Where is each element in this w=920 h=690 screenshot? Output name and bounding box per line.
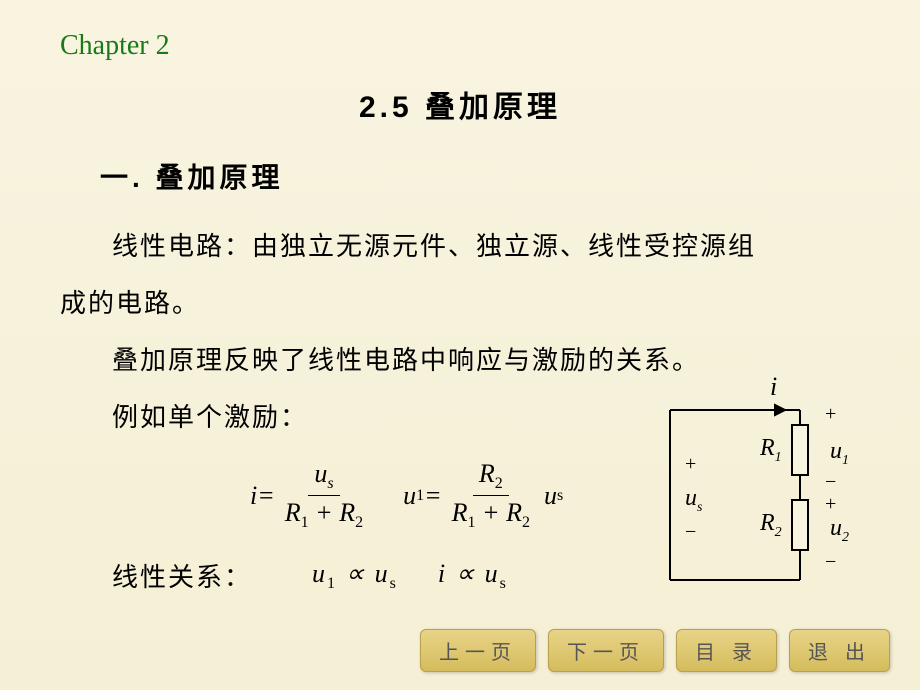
sub-2c: 2 — [522, 514, 530, 531]
rel-us: u — [375, 559, 390, 588]
circuit-diagram: i R1 R2 + u1 − + u2 − + us − — [650, 370, 870, 600]
var-r2b: R — [479, 459, 495, 488]
nav-bar: 上一页 下一页 目 录 退 出 — [420, 629, 890, 672]
svg-text:−: − — [825, 471, 836, 493]
sub-1b: 1 — [416, 487, 424, 505]
prop-1: ∝ — [337, 559, 375, 588]
svg-text:+: + — [825, 403, 836, 425]
svg-text:R1: R1 — [759, 435, 782, 465]
sub-1: 1 — [301, 514, 309, 531]
next-button[interactable]: 下一页 — [548, 629, 664, 672]
svg-text:−: − — [685, 521, 696, 543]
exit-button[interactable]: 退 出 — [789, 629, 890, 672]
equals-2: = — [424, 481, 442, 511]
var-r1b: R — [452, 498, 468, 527]
rel-sub1: 1 — [327, 575, 337, 592]
sub-s: s — [327, 475, 333, 492]
var-u1: u — [403, 481, 416, 511]
relation-formula-2: i ∝ us — [438, 559, 508, 593]
equals: = — [257, 481, 275, 511]
svg-text:u1: u1 — [830, 438, 849, 468]
var-r1: R — [285, 498, 301, 527]
var-i: i — [250, 481, 257, 511]
sub-2: 2 — [355, 514, 363, 531]
prev-button[interactable]: 上一页 — [420, 629, 536, 672]
svg-text:+: + — [825, 493, 836, 515]
svg-text:−: − — [825, 551, 836, 573]
relation-formula-1: u1 ∝ us — [312, 559, 398, 593]
sub-sb: s — [557, 487, 563, 505]
svg-text:u2: u2 — [830, 515, 849, 545]
relation-label: 线性关系： — [112, 557, 252, 594]
sub-1c: 1 — [468, 514, 476, 531]
var-r2c: R — [506, 498, 522, 527]
rel-u1: u — [312, 559, 327, 588]
svg-text:us: us — [685, 485, 703, 515]
chapter-label: Chapter 2 — [60, 30, 860, 62]
formula-u1: u1 = R2 R1 + R2 us — [403, 459, 563, 532]
circuit-i-label: i — [770, 372, 777, 401]
plus: + — [309, 498, 340, 527]
var-usb: u — [544, 481, 557, 511]
prop-2: ∝ — [447, 559, 485, 588]
var-u: u — [314, 459, 327, 488]
rel-us2: u — [485, 559, 500, 588]
sub-2b: 2 — [495, 475, 503, 492]
rel-subs2: s — [500, 575, 508, 592]
section-title: 2.5 叠加原理 — [60, 82, 860, 126]
formula-i: i = us R1 + R2 — [250, 459, 373, 532]
rel-i: i — [438, 559, 447, 588]
paragraph-1a: 线性电路：由独立无源元件、独立源、线性受控源组 — [60, 221, 860, 273]
svg-text:R2: R2 — [759, 510, 782, 540]
svg-text:+: + — [685, 453, 696, 475]
rel-subs: s — [390, 575, 398, 592]
toc-button[interactable]: 目 录 — [676, 629, 777, 672]
paragraph-1b: 成的电路。 — [60, 278, 860, 330]
plus-2: + — [476, 498, 507, 527]
subsection-heading: 一. 叠加原理 — [100, 156, 860, 196]
var-r2: R — [339, 498, 355, 527]
